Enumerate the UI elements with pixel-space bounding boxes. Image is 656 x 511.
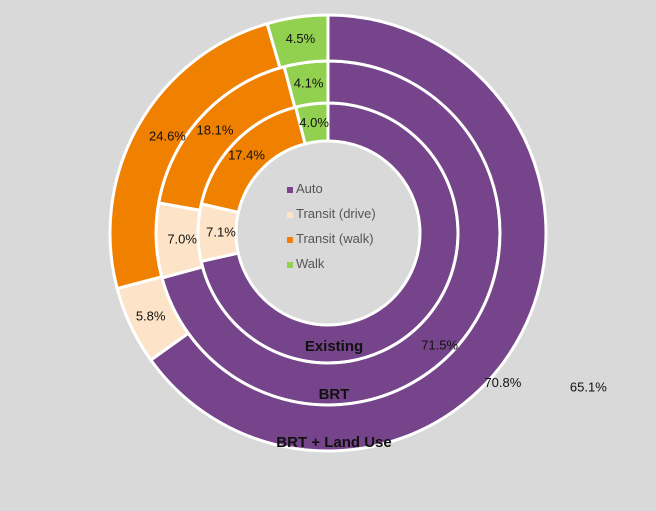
- legend-label-transit-walk: Transit (walk): [296, 231, 374, 246]
- data-label-existing-transit-drive: 7.1%: [206, 225, 236, 240]
- data-label-brt-land-use-transit-walk: 24.6%: [149, 128, 186, 143]
- data-label-brt-land-use-transit-drive: 5.8%: [136, 308, 166, 323]
- legend-label-transit-drive: Transit (drive): [296, 206, 376, 221]
- legend-swatch-walk: [287, 262, 293, 268]
- legend-swatch-auto: [287, 187, 293, 193]
- data-label-existing-transit-walk: 17.4%: [228, 148, 265, 163]
- data-labels: 71.5% 7.1% 17.4% 4.0% Existing 70.8% 7.0% 18.1%…: [136, 31, 607, 451]
- legend-label-auto: Auto: [296, 181, 323, 196]
- legend-swatch-transit-walk: [287, 237, 293, 243]
- segment-brt-land-use-auto: [148, 13, 548, 453]
- data-label-brt-transit-drive: 7.0%: [167, 232, 197, 247]
- ring-label-brt-land-use: BRT + Land Use: [276, 434, 391, 451]
- data-label-brt-land-use-walk: 4.5%: [286, 31, 316, 46]
- ring-label-existing: Existing: [305, 338, 363, 355]
- legend-swatch-transit-drive: [287, 212, 293, 218]
- data-label-brt-auto: 70.8%: [484, 375, 521, 390]
- data-label-existing-auto: 71.5%: [421, 337, 458, 352]
- legend-label-walk: Walk: [296, 256, 325, 271]
- data-label-brt-transit-walk: 18.1%: [197, 123, 234, 138]
- ring-label-brt: BRT: [319, 386, 350, 403]
- legend: Auto Transit (drive) Transit (walk) Walk: [287, 181, 376, 271]
- data-label-existing-walk: 4.0%: [299, 115, 329, 130]
- segments: [108, 13, 548, 453]
- data-label-brt-land-use-auto: 65.1%: [570, 380, 607, 395]
- data-label-brt-walk: 4.1%: [294, 75, 324, 90]
- segment-brt-land-use-walk: [265, 13, 330, 70]
